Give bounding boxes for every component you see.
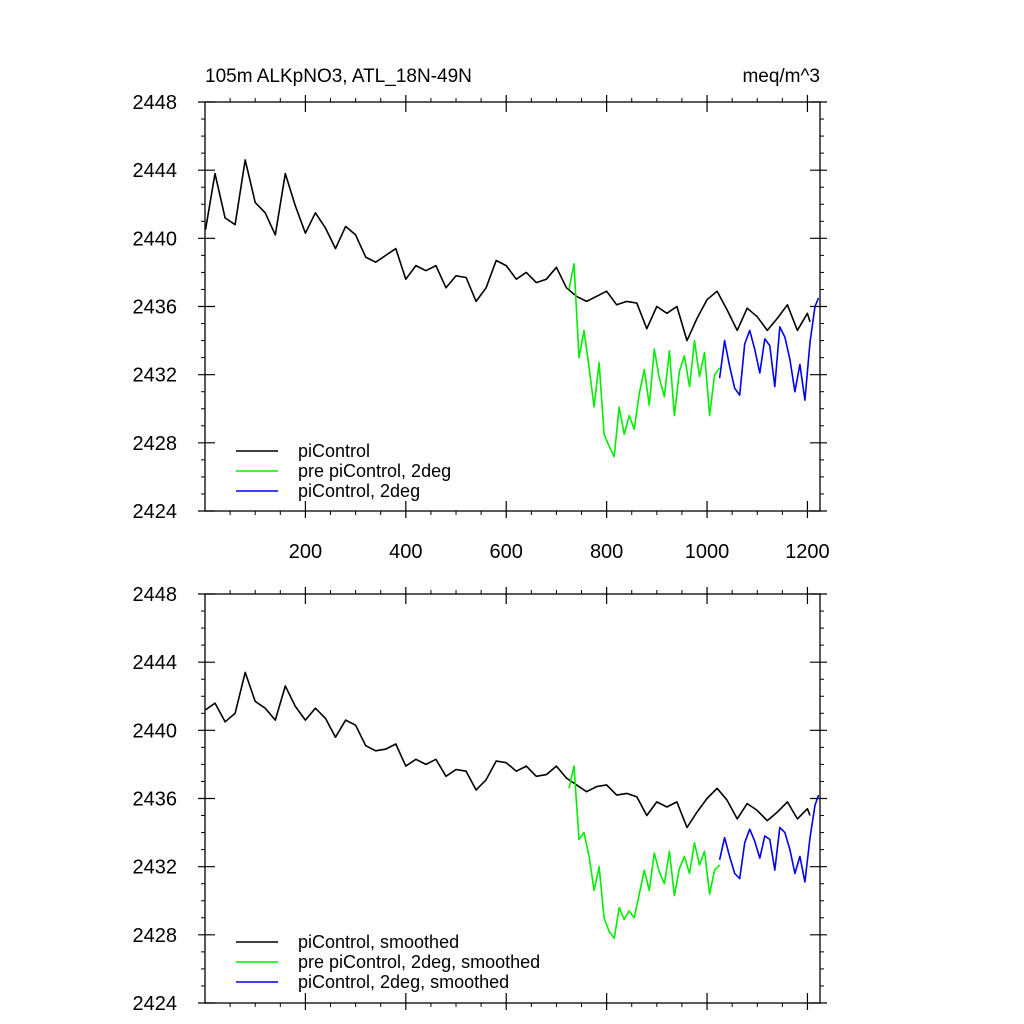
chart-title: 105m ALKpNO3, ATL_18N-49N bbox=[205, 66, 472, 87]
y-tick-label: 2444 bbox=[133, 160, 178, 182]
x-tick-label: 600 bbox=[490, 541, 523, 563]
legend-label: piControl, 2deg, smoothed bbox=[298, 972, 509, 992]
panel-bottom: 2424 2428 2432 2436 2440 2444 2448 piControl, … bbox=[133, 584, 827, 1015]
axis-ticks-top bbox=[198, 95, 827, 518]
y-tick-label: 2424 bbox=[133, 993, 178, 1015]
series-line bbox=[568, 765, 721, 940]
y-tick-label: 2444 bbox=[133, 652, 178, 674]
x-tick-label: 1000 bbox=[685, 541, 730, 563]
y-tick-label: 2436 bbox=[133, 297, 178, 319]
legend-label: pre piControl, 2deg, smoothed bbox=[298, 952, 540, 972]
y-tick-label: 2428 bbox=[133, 925, 178, 947]
legend-label: piControl, smoothed bbox=[298, 932, 459, 952]
y-tick-label: 2428 bbox=[133, 433, 178, 455]
x-tick-label: 1200 bbox=[785, 541, 830, 563]
plot-frame-bottom bbox=[204, 593, 821, 1004]
y-tick-label: 2432 bbox=[133, 365, 178, 387]
x-tick-label: 400 bbox=[389, 541, 422, 563]
y-tick-label: 2436 bbox=[133, 789, 178, 811]
y-tick-label: 2440 bbox=[133, 720, 178, 742]
y-tick-label: 2448 bbox=[133, 92, 178, 114]
series-lines-bottom bbox=[205, 671, 820, 940]
x-tick-labels-top: 200 400 600 800 1000 1200 bbox=[289, 541, 830, 563]
y-tick-labels-top: 2424 2428 2432 2436 2440 2444 2448 bbox=[133, 92, 178, 523]
units-label: meq/m^3 bbox=[742, 66, 820, 87]
x-tick-label: 200 bbox=[289, 541, 322, 563]
y-tick-labels-bottom: 2424 2428 2432 2436 2440 2444 2448 bbox=[133, 584, 178, 1015]
plot-frame-top bbox=[204, 101, 821, 512]
y-tick-label: 2432 bbox=[133, 857, 178, 879]
y-tick-label: 2448 bbox=[133, 584, 178, 606]
axis-ticks-bottom bbox=[198, 587, 827, 1010]
y-tick-label: 2440 bbox=[133, 228, 178, 250]
legend-label: pre piControl, 2deg bbox=[298, 461, 451, 481]
legend-label: piControl, 2deg bbox=[298, 481, 420, 501]
legend-label: piControl bbox=[298, 441, 370, 461]
series-line bbox=[205, 671, 811, 829]
panel-top: 105m ALKpNO3, ATL_18N-49N meq/m^3 242424… bbox=[133, 66, 830, 563]
series-line bbox=[718, 794, 820, 883]
series-line bbox=[204, 159, 811, 342]
series-lines-top bbox=[204, 159, 820, 458]
series-line bbox=[718, 297, 820, 402]
series-line bbox=[568, 263, 721, 458]
x-tick-label: 800 bbox=[590, 541, 623, 563]
y-tick-label: 2424 bbox=[133, 501, 178, 523]
